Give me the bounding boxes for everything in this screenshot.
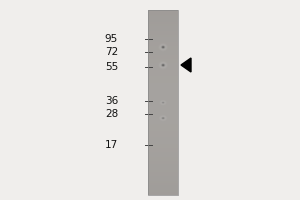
Text: 17: 17 <box>105 140 118 150</box>
Bar <box>148 10 178 195</box>
Text: 55: 55 <box>105 62 118 72</box>
Text: 28: 28 <box>105 109 118 119</box>
Text: 72: 72 <box>105 47 118 57</box>
Text: h.uterus: h.uterus <box>140 0 186 2</box>
Text: 95: 95 <box>105 34 118 44</box>
Bar <box>148 10 178 195</box>
Polygon shape <box>181 58 191 72</box>
Text: 36: 36 <box>105 96 118 106</box>
